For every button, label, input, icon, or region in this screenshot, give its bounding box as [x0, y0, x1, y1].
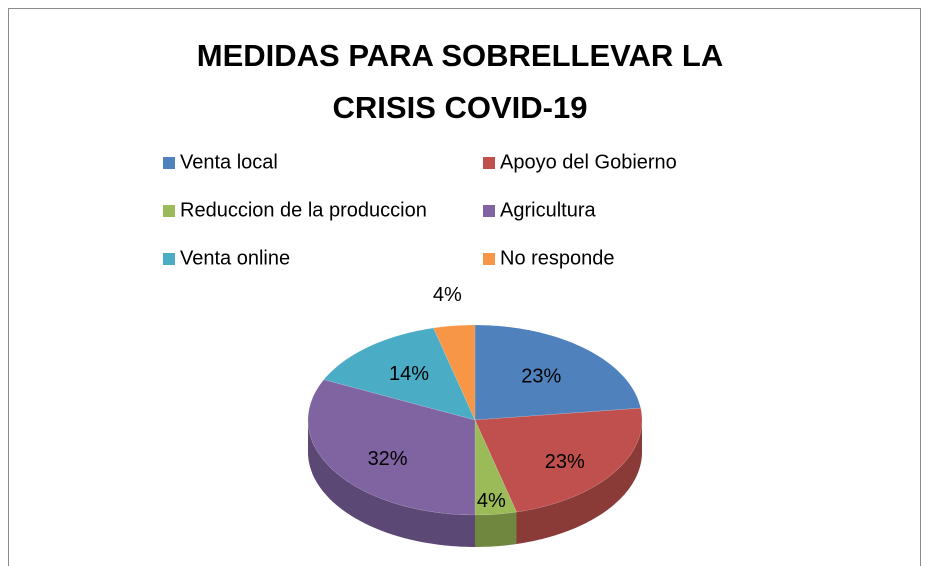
legend-swatch	[163, 253, 175, 265]
legend-swatch	[483, 253, 495, 265]
data-label: 14%	[389, 363, 429, 385]
pie-slice	[433, 324, 476, 421]
legend-swatch	[483, 157, 495, 169]
legend-label: Venta local	[180, 151, 278, 173]
pie-slice	[474, 419, 517, 516]
chart-title: MEDIDAS PARA SOBRELLEVAR LA CRISIS COVID…	[196, 38, 724, 125]
data-label: 23%	[521, 366, 561, 388]
legend-swatch	[163, 157, 175, 169]
legend-label: Reduccion de la produccion	[180, 199, 427, 221]
data-label: 4%	[477, 490, 506, 512]
legend-label: No responde	[500, 247, 615, 269]
legend-label: Venta online	[180, 247, 290, 269]
pie-slice	[474, 324, 642, 421]
data-label: 23%	[545, 451, 585, 473]
pie-slice	[474, 407, 643, 513]
chart-frame	[8, 8, 921, 566]
pie-slice	[323, 327, 476, 421]
legend-swatch	[483, 205, 495, 217]
pie-slice-side	[516, 420, 642, 544]
data-label: 32%	[368, 448, 408, 470]
pie-slice	[307, 379, 476, 516]
legend-swatch	[163, 205, 175, 217]
data-label: 4%	[433, 284, 462, 306]
legend-label: Agricultura	[500, 199, 596, 221]
pie-slice-side	[475, 512, 517, 547]
legend-label: Apoyo del Gobierno	[500, 151, 677, 173]
pie-slice-side	[308, 420, 475, 547]
